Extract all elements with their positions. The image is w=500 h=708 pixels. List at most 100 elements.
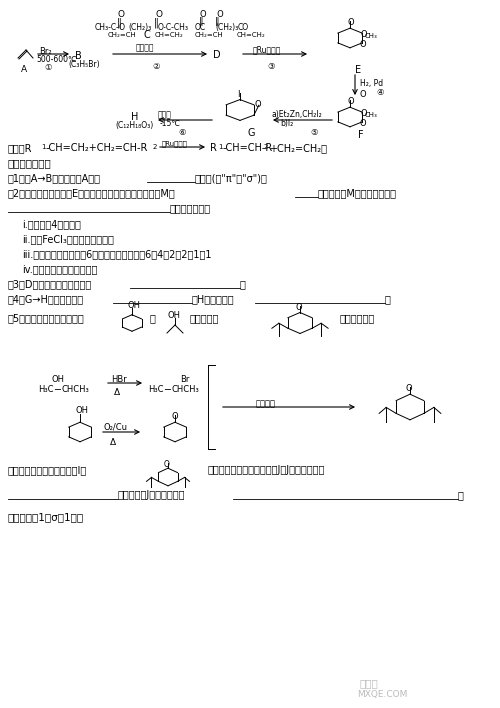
Text: 催化剂: 催化剂 — [158, 110, 172, 119]
Text: H₂, Pd: H₂, Pd — [360, 79, 383, 88]
Text: b)I₂: b)I₂ — [280, 119, 293, 128]
Text: O    O: O O — [200, 10, 224, 19]
Text: iii.其中核磁共振氢谱有6组峰，峰面积之比为6：4：2：2：1：1: iii.其中核磁共振氢谱有6组峰，峰面积之比为6：4：2：2：1：1 — [22, 249, 212, 259]
Text: Δ: Δ — [114, 388, 120, 397]
Text: （5）参照上述合成路线，以: （5）参照上述合成路线，以 — [8, 313, 85, 323]
Text: ‖: ‖ — [154, 17, 159, 28]
Text: ‖: ‖ — [117, 17, 122, 28]
Text: OH: OH — [52, 375, 65, 384]
Text: O: O — [164, 460, 170, 469]
Text: 含Ru催化剂: 含Ru催化剂 — [162, 140, 188, 147]
Text: ─: ─ — [54, 385, 60, 395]
Text: Br: Br — [180, 375, 190, 384]
Text: 回答下列问题：: 回答下列问题： — [8, 158, 52, 168]
Text: B: B — [75, 51, 82, 61]
Text: ，H结构简式为: ，H结构简式为 — [192, 294, 234, 304]
Text: O: O — [360, 90, 366, 99]
Text: OH: OH — [128, 301, 141, 310]
Text: 。写出生成J的化学方程式: 。写出生成J的化学方程式 — [118, 490, 186, 500]
Text: H₃C: H₃C — [38, 385, 54, 394]
Text: O₂/Cu: O₂/Cu — [103, 423, 127, 432]
Text: （2）满足下列条件，与E互为同分异构体的芳香族化合物M有: （2）满足下列条件，与E互为同分异构体的芳香族化合物M有 — [8, 188, 176, 198]
Text: R: R — [210, 143, 217, 153]
Text: 种，写出的M一种结构简式：: 种，写出的M一种结构简式： — [318, 188, 397, 198]
Text: 一定条件: 一定条件 — [256, 399, 276, 408]
Text: CH₂=CH: CH₂=CH — [195, 32, 224, 38]
Text: G: G — [248, 128, 256, 138]
Text: H: H — [132, 112, 138, 122]
Text: 答案圈: 答案圈 — [360, 678, 379, 688]
Text: CH₃: CH₃ — [365, 33, 378, 39]
Text: O: O — [347, 18, 354, 27]
Text: CH=CH₂: CH=CH₂ — [155, 32, 184, 38]
Text: 为原料合成: 为原料合成 — [190, 313, 220, 323]
Text: O: O — [155, 10, 162, 19]
Text: ⑥: ⑥ — [178, 128, 186, 137]
Text: 一定条件: 一定条件 — [136, 43, 154, 52]
Text: ‖    ‖: ‖ ‖ — [199, 17, 220, 26]
Text: CHCH₃: CHCH₃ — [171, 385, 199, 394]
Text: ④: ④ — [376, 88, 384, 97]
Text: 含Ru催化剂: 含Ru催化剂 — [253, 45, 282, 54]
Text: （4）G→H的反应类型为: （4）G→H的反应类型为 — [8, 294, 84, 304]
Text: O: O — [359, 40, 366, 49]
Text: 1: 1 — [41, 144, 46, 150]
Text: +CH₂=CH₂。: +CH₂=CH₂。 — [269, 143, 327, 153]
Text: (C₃H₅Br): (C₃H₅Br) — [68, 60, 100, 69]
Text: ）外，还生成另一种副产物J，J的结构简式为: ）外，还生成另一种副产物J，J的结构简式为 — [208, 465, 326, 475]
Text: -CH=CH₂+CH₂=CH-R: -CH=CH₂+CH₂=CH-R — [46, 143, 148, 153]
Text: I: I — [237, 90, 240, 98]
Text: O: O — [171, 412, 177, 421]
Text: MXQE.COM: MXQE.COM — [357, 690, 408, 699]
Text: ③: ③ — [267, 62, 274, 71]
Text: 合成过程中除生成主要产物I（: 合成过程中除生成主要产物I（ — [8, 465, 87, 475]
Text: OH: OH — [76, 406, 89, 416]
Text: E: E — [355, 65, 361, 75]
Text: a)Et₂Zn,CH₂I₂: a)Et₂Zn,CH₂I₂ — [272, 110, 323, 119]
Text: CH₃-C-O: CH₃-C-O — [95, 23, 126, 32]
Text: O: O — [406, 384, 412, 393]
Text: 2: 2 — [153, 144, 158, 150]
Text: 的路线如下：: 的路线如下： — [340, 313, 375, 323]
Text: ②: ② — [152, 62, 160, 71]
Text: CH₃: CH₃ — [365, 112, 378, 118]
Text: O: O — [118, 10, 125, 19]
Text: H₃C: H₃C — [148, 385, 164, 394]
Text: Br₂: Br₂ — [39, 47, 52, 56]
Text: -15℃: -15℃ — [160, 119, 181, 128]
Text: 2: 2 — [264, 144, 268, 150]
Text: iv.该物质可催化氧化生成醛: iv.该物质可催化氧化生成醛 — [22, 264, 98, 274]
Text: HBr: HBr — [111, 375, 127, 384]
Text: O: O — [296, 302, 302, 312]
Text: 。: 。 — [240, 279, 246, 289]
Text: ─: ─ — [164, 385, 170, 395]
Text: C: C — [144, 30, 150, 40]
Text: CHCH₃: CHCH₃ — [61, 385, 89, 394]
Text: CH₂=CH: CH₂=CH — [108, 32, 137, 38]
Text: OC: OC — [195, 23, 206, 32]
Text: CH=CH₂: CH=CH₂ — [237, 32, 266, 38]
Text: O: O — [360, 30, 366, 39]
Text: -CH=CH-R: -CH=CH-R — [223, 143, 273, 153]
Text: ①: ① — [44, 63, 52, 72]
Text: 。: 。 — [385, 294, 391, 304]
Text: 已知：R: 已知：R — [8, 143, 32, 153]
Text: (C₁₂H₁₈O₃): (C₁₂H₁₈O₃) — [115, 121, 153, 130]
Text: ⑤: ⑤ — [310, 128, 318, 137]
Text: i.苯环上有4个取代基: i.苯环上有4个取代基 — [22, 219, 81, 229]
Text: D: D — [213, 50, 220, 60]
Text: ii.能与FeCl₃溶液发生显色反应: ii.能与FeCl₃溶液发生显色反应 — [22, 234, 114, 244]
Text: O: O — [359, 119, 366, 128]
Text: F: F — [358, 130, 364, 140]
Text: 【答案】（1）σ（1分）: 【答案】（1）σ（1分） — [8, 512, 84, 522]
Text: 键断裂(填"π"或"σ")。: 键断裂(填"π"或"σ")。 — [195, 173, 268, 183]
Text: （3）D中含氧官能团的名称为: （3）D中含氧官能团的名称为 — [8, 279, 92, 289]
Text: （1）由A→B的反应中，A中的: （1）由A→B的反应中，A中的 — [8, 173, 101, 183]
Text: 和: 和 — [150, 313, 156, 323]
Text: O-C-CH₃: O-C-CH₃ — [158, 23, 189, 32]
Text: (CH₂)₃: (CH₂)₃ — [128, 23, 151, 32]
Text: Δ: Δ — [110, 438, 116, 447]
Text: （任写一种）。: （任写一种）。 — [170, 203, 211, 213]
Text: 1: 1 — [218, 144, 222, 150]
Text: O: O — [347, 97, 354, 106]
